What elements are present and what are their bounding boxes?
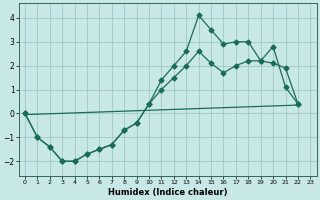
X-axis label: Humidex (Indice chaleur): Humidex (Indice chaleur) [108,188,228,197]
